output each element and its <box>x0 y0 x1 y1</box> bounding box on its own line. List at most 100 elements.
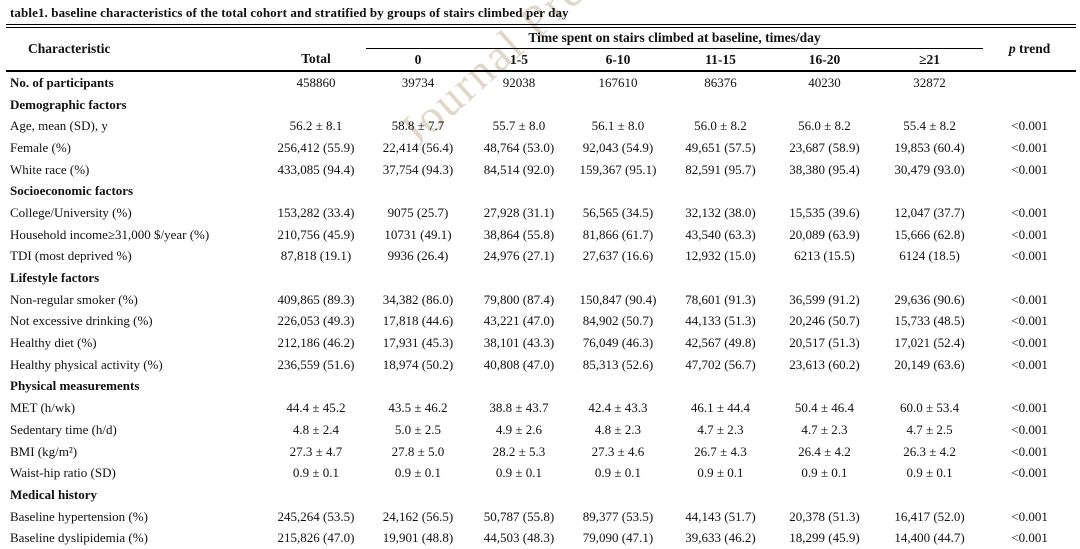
cell-group-value: 43.5 ± 46.2 <box>388 400 448 416</box>
cell-group-value: 79,090 (47.1) <box>582 530 654 546</box>
cell-group-value: 50.4 ± 46.4 <box>794 400 855 416</box>
cell-group-value: 26.7 ± 4.3 <box>694 443 747 459</box>
cell-group-value: 14,400 (44.7) <box>894 530 965 546</box>
cell-group-value: 0.9 ± 0.1 <box>495 465 543 481</box>
cell-group-value: 42,567 (49.8) <box>685 335 756 351</box>
cell-group-value: 20,517 (51.3) <box>789 335 860 351</box>
cell-group-value: 5.0 ± 2.5 <box>394 421 442 437</box>
row-label: Waist-hip ratio (SD) <box>10 465 116 481</box>
section-row: Socioeconomic factors <box>6 180 1076 202</box>
cell-group-value: 32872 <box>913 74 946 90</box>
cell-group-value: 38,380 (95.4) <box>789 161 860 177</box>
cell-total: 236,559 (51.6) <box>277 356 355 372</box>
p-trend-rest: trend <box>1015 41 1051 56</box>
column-header-group-ge21: ≥21 <box>919 51 940 67</box>
cell-p-trend <box>983 71 1076 94</box>
row-label: BMI (kg/m²) <box>10 443 78 459</box>
cell-group-value: 38.8 ± 43.7 <box>489 400 549 416</box>
cell-p-trend: <0.001 <box>1011 204 1048 220</box>
cell-group-value: 92038 <box>502 74 536 90</box>
cell-total: 210,756 (45.9) <box>277 226 355 242</box>
cell-group-value: 0.9 ± 0.1 <box>594 465 642 481</box>
cell-p-trend: <0.001 <box>1011 530 1048 546</box>
cell-group-value: 55.7 ± 8.0 <box>492 118 546 134</box>
table-row: Healthy physical activity (%) 236,559 (51… <box>6 354 1076 376</box>
cell-group-value: 84,514 (92.0) <box>483 161 555 177</box>
section-row: Lifestyle factors <box>6 267 1076 289</box>
table-row: Healthy diet (%) 212,186 (46.2) 17,931 (45… <box>6 332 1076 354</box>
column-header-total: Total <box>301 51 331 67</box>
cell-group-value: 56,565 (34.5) <box>582 204 654 220</box>
cell-group-value: 26.4 ± 4.2 <box>798 443 851 459</box>
cell-p-trend: <0.001 <box>1011 313 1048 329</box>
cell-total: 433,085 (94.4) <box>277 161 355 177</box>
cell-group-value: 159,367 (95.1) <box>579 161 657 177</box>
cell-group-value: 15,535 (39.6) <box>789 204 860 220</box>
section-row: Physical measurements <box>6 376 1076 398</box>
row-label: Baseline hypertension (%) <box>10 508 148 524</box>
cell-group-value: 4.7 ± 2.3 <box>697 421 744 437</box>
row-label: Healthy physical activity (%) <box>10 356 163 372</box>
cell-group-value: 58.8 ± 7.7 <box>391 118 445 134</box>
table-header: Characteristic Time spent on stairs clim… <box>6 28 1077 71</box>
row-label: Healthy diet (%) <box>10 335 97 351</box>
cell-group-value: 10731 (49.1) <box>384 226 452 242</box>
table-row: Non-regular smoker (%) 409,865 (89.3) 34,3… <box>6 289 1076 311</box>
cell-group-value: 18,974 (50.2) <box>382 356 454 372</box>
column-header-characteristic: Characteristic <box>28 41 111 56</box>
cell-group-value: 56.0 ± 8.2 <box>694 118 747 134</box>
section-label: Lifestyle factors <box>10 270 100 286</box>
cell-group-value: 20,246 (50.7) <box>789 313 860 329</box>
cell-group-value: 42.4 ± 43.3 <box>588 400 648 416</box>
cell-group-value: 37,754 (94.3) <box>382 161 454 177</box>
cell-group-value: 19,853 (60.4) <box>894 139 965 155</box>
table-row: BMI (kg/m²) 27.3 ± 4.7 27.8 ± 5.0 28.2 ± 5.… <box>6 441 1076 463</box>
cell-total: 212,186 (46.2) <box>277 335 355 351</box>
row-label: Sedentary time (h/d) <box>10 421 117 437</box>
cell-group-value: 55.4 ± 8.2 <box>903 118 956 134</box>
table-row: No. of participants 458860 39734 92038 16761… <box>6 71 1076 94</box>
cell-total: 256,412 (55.9) <box>277 139 355 155</box>
table-row: College/University (%) 153,282 (33.4) 9075… <box>6 202 1076 224</box>
cell-group-value: 167610 <box>598 74 638 90</box>
cell-group-value: 4.7 ± 2.3 <box>801 421 848 437</box>
table-row: Sedentary time (h/d) 4.8 ± 2.4 5.0 ± 2.5 4.… <box>6 419 1076 441</box>
row-label: White race (%) <box>10 161 90 177</box>
cell-group-value: 28.2 ± 5.3 <box>492 443 546 459</box>
cell-group-value: 38,864 (55.8) <box>483 226 555 242</box>
cell-total: 409,865 (89.3) <box>277 291 355 307</box>
cell-total: 153,282 (33.4) <box>277 204 355 220</box>
cell-group-value: 60.0 ± 53.4 <box>899 400 960 416</box>
table-row: TDI (most deprived %) 87,818 (19.1) 9936 (… <box>6 246 1076 268</box>
row-label: College/University (%) <box>10 204 132 220</box>
cell-group-value: 17,818 (44.6) <box>382 313 454 329</box>
cell-group-value: 78,601 (91.3) <box>685 291 756 307</box>
cell-group-value: 4.8 ± 2.3 <box>594 421 642 437</box>
cell-p-trend: <0.001 <box>1011 443 1048 459</box>
cell-group-value: 27,928 (31.1) <box>483 204 555 220</box>
cell-group-value: 40230 <box>808 74 841 90</box>
cell-p-trend: <0.001 <box>1011 356 1048 372</box>
cell-group-value: 81,866 (61.7) <box>582 226 654 242</box>
cell-group-value: 39734 <box>401 74 435 90</box>
row-label: Female (%) <box>10 139 72 155</box>
row-label: Baseline dyslipidemia (%) <box>10 530 148 546</box>
cell-total: 245,264 (53.5) <box>277 508 355 524</box>
table-row: Household income≥31,000 $/year (%) 210,75… <box>6 224 1076 246</box>
column-header-group-11-15: 11-15 <box>705 51 736 67</box>
cell-total: 56.2 ± 8.1 <box>289 118 343 134</box>
row-label: Household income≥31,000 $/year (%) <box>10 226 210 242</box>
cell-group-value: 22,414 (56.4) <box>382 139 454 155</box>
cell-group-value: 36,599 (91.2) <box>789 291 860 307</box>
cell-group-value: 47,702 (56.7) <box>685 356 756 372</box>
cell-group-value: 17,931 (45.3) <box>382 335 454 351</box>
cell-group-value: 76,049 (46.3) <box>582 335 654 351</box>
cell-total: 87,818 (19.1) <box>280 248 352 264</box>
cell-p-trend: <0.001 <box>1011 118 1048 134</box>
cell-group-value: 43,221 (47.0) <box>483 313 555 329</box>
section-row: Demographic factors <box>6 94 1076 116</box>
cell-group-value: 0.9 ± 0.1 <box>801 465 848 481</box>
cell-total: 44.4 ± 45.2 <box>286 400 346 416</box>
cell-group-value: 86376 <box>704 74 737 90</box>
table-top-rule <box>6 24 1076 28</box>
